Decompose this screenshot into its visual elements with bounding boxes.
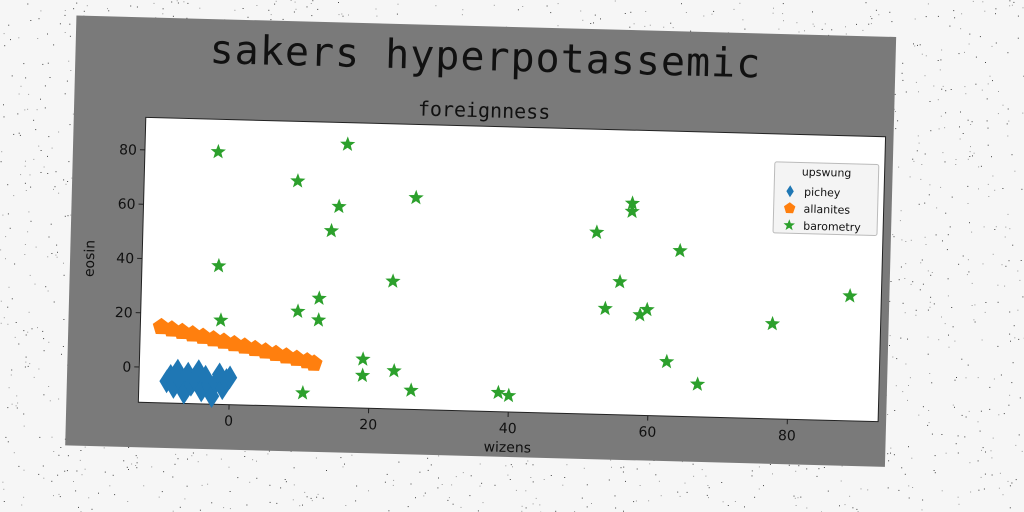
plot-area (137, 116, 887, 423)
axis-ticks: 0 20 40 60 80 0 20 40 60 80 (115, 142, 796, 444)
legend-marker-allanites (783, 202, 796, 214)
barometry-point (385, 273, 401, 288)
legend-label-pichey: pichey (804, 186, 841, 200)
barometry-point (331, 198, 347, 214)
chart-figure: sakers hyperpotassemic foreignness 0 20 40… (65, 15, 897, 467)
barometry-point (672, 242, 688, 258)
x-tick-label: 40 (499, 421, 517, 437)
barometry-point (689, 376, 706, 391)
barometry-point (311, 290, 327, 305)
allanites-point (305, 354, 323, 371)
barometry-point (403, 382, 419, 397)
pichey-point (222, 365, 238, 390)
barometry-point (597, 300, 613, 316)
barometry-point (311, 312, 327, 327)
barometry-point (213, 312, 229, 327)
y-tick-label: 60 (117, 197, 135, 213)
legend-box (772, 161, 880, 236)
barometry-point (355, 351, 371, 366)
y-tick-label: 20 (115, 305, 133, 321)
barometry-point (211, 257, 227, 273)
barometry-point (340, 136, 356, 151)
y-tick-label: 40 (116, 251, 134, 267)
y-tick-label: 80 (119, 142, 137, 158)
barometry-point (323, 222, 340, 238)
pichey-point (180, 361, 196, 386)
legend: upswung pichey allanites barometry (772, 161, 880, 236)
legend-marker-barometry (783, 219, 795, 231)
pichey-point (197, 364, 213, 389)
pichey-point (170, 358, 186, 383)
pichey-point (211, 362, 227, 387)
barometry-point (659, 353, 675, 369)
barometry-point (386, 362, 402, 378)
scatter-plot: 0 20 40 60 80 0 20 40 60 80 wizens eosin upswung … (82, 116, 887, 457)
barometry-point (408, 189, 424, 205)
legend-items: pichey allanites barometry (783, 185, 861, 235)
x-tick-label: 80 (778, 428, 796, 444)
data-points (152, 136, 858, 409)
barometry-point (624, 195, 641, 211)
y-tick-label: 0 (122, 360, 131, 376)
legend-label-allanites: allanites (803, 203, 850, 217)
x-tick-label: 0 (224, 414, 233, 430)
x-axis-label: wizens (483, 439, 531, 456)
pichey-point (191, 359, 206, 384)
y-axis-label: eosin (82, 240, 99, 278)
barometry-point (612, 273, 628, 289)
barometry-point (295, 385, 311, 400)
legend-label-barometry: barometry (803, 220, 861, 235)
barometry-point (354, 367, 371, 383)
barometry-point (624, 203, 640, 219)
barometry-point (764, 315, 781, 331)
barometry-point (589, 224, 605, 239)
barometry-point (290, 173, 306, 188)
barometry-point (210, 143, 226, 159)
x-tick-label: 60 (638, 424, 656, 440)
x-tick-label: 20 (359, 417, 377, 433)
barometry-point (490, 384, 506, 400)
legend-title: upswung (802, 166, 852, 180)
barometry-point (632, 306, 648, 322)
barometry-point (501, 387, 517, 403)
legend-marker-pichey (786, 185, 794, 198)
barometry-point (290, 303, 306, 319)
barometry-point (842, 288, 858, 303)
barometry-point (639, 301, 655, 317)
